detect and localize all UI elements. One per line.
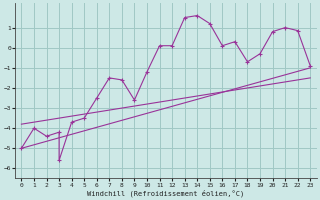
X-axis label: Windchill (Refroidissement éolien,°C): Windchill (Refroidissement éolien,°C) xyxy=(87,189,244,197)
